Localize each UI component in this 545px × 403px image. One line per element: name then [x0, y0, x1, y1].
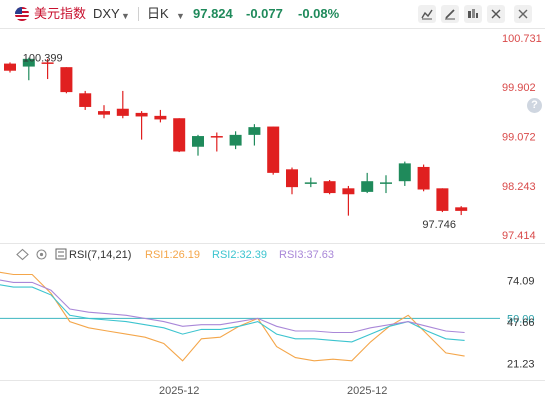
fullscreen-icon	[491, 9, 501, 19]
rsi1-value: RSI1:26.19	[145, 249, 201, 261]
rsi-series-line-rsi1	[0, 271, 465, 362]
close-button[interactable]	[514, 5, 532, 23]
candle-body	[60, 67, 73, 93]
compare-icon	[468, 9, 478, 18]
price-change-percent: -0.08%	[298, 6, 340, 21]
candle-body	[173, 118, 186, 152]
compare-button[interactable]	[464, 5, 482, 23]
candle-body	[135, 112, 148, 117]
fullscreen-button[interactable]	[487, 5, 505, 23]
rsi-axis-tick-label: 74.09	[507, 276, 535, 288]
candle-body	[154, 115, 167, 120]
indicator-icon	[421, 9, 433, 20]
settings-icon[interactable]	[35, 248, 48, 261]
price-axis-tick-label: 97.414	[502, 230, 536, 242]
rsi-series-line-rsi2	[0, 284, 465, 343]
rsi-axis-tick-label: 21.23	[507, 359, 535, 371]
low-price-marker: 97.746	[422, 219, 456, 231]
time-axis-tick-label: 2025-12	[347, 385, 387, 397]
candle-body	[116, 108, 129, 116]
help-icon[interactable]: ?	[527, 98, 542, 113]
candle-body	[248, 127, 261, 135]
candle-body	[98, 111, 110, 115]
candle-body	[267, 126, 280, 173]
candle-body	[361, 181, 374, 192]
header-divider	[138, 7, 139, 21]
rsi2-value: RSI2:32.39	[212, 249, 268, 261]
candle-body	[41, 62, 54, 64]
price-axis-tick-label: 100.731	[502, 33, 542, 45]
candle-body	[380, 182, 392, 184]
price-change: -0.077	[246, 6, 283, 21]
rsi-axis-tick-label: 47.66	[507, 317, 535, 329]
period-dropdown[interactable]: 日K	[147, 6, 169, 21]
draw-button[interactable]	[441, 5, 459, 23]
high-price-marker: 100.399	[23, 53, 63, 65]
close-icon	[518, 9, 528, 19]
last-price: 97.824	[193, 6, 233, 21]
candle-body	[210, 136, 223, 138]
price-axis-tick-label: 99.902	[502, 82, 536, 94]
candle-body	[323, 181, 336, 194]
candle-body	[304, 182, 317, 184]
instrument-name: 美元指数	[34, 6, 87, 21]
symbol-chevron-down-icon[interactable]: ▼	[121, 11, 130, 21]
candle-body	[398, 163, 411, 182]
indicator-button[interactable]	[418, 5, 436, 23]
chart-header: 美元指数 DXY ▼ 日K ▼ 97.824 -0.077 -0.08%	[0, 0, 545, 28]
candle-body	[4, 63, 16, 71]
candle-body	[286, 169, 298, 188]
price-axis-tick-label: 98.243	[502, 181, 536, 193]
candle-body	[436, 188, 449, 211]
us-flag-icon	[15, 7, 29, 21]
rsi-series-line-rsi3	[0, 279, 465, 334]
candle-body	[79, 93, 92, 107]
indicator-menu-icon[interactable]	[55, 248, 67, 260]
price-axis-tick-label: 99.072	[502, 132, 536, 144]
rsi-indicator-label[interactable]: RSI(7,14,21)	[69, 249, 132, 261]
instrument-symbol-dropdown[interactable]: DXY	[93, 6, 120, 21]
draw-icon	[445, 9, 455, 20]
rsi-reference-label: 50.00	[507, 313, 535, 325]
rsi3-value: RSI3:37.63	[279, 249, 335, 261]
candle-body	[455, 207, 468, 211]
candle-body	[192, 136, 204, 147]
candle-body	[22, 58, 35, 67]
candle-body	[229, 134, 242, 146]
candle-body	[342, 188, 355, 195]
period-chevron-down-icon[interactable]: ▼	[176, 11, 185, 21]
visibility-icon[interactable]	[16, 248, 29, 261]
candle-body	[417, 166, 430, 190]
time-axis-tick-label: 2025-12	[159, 385, 199, 397]
